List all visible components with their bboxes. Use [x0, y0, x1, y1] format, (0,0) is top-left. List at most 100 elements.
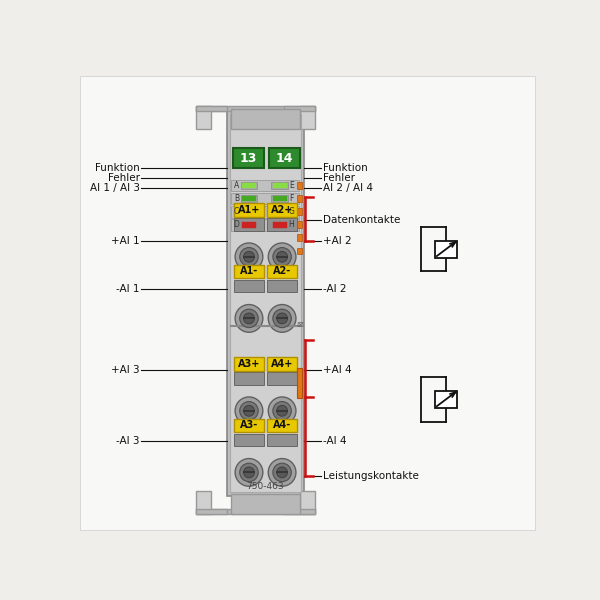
Bar — [284, 509, 315, 514]
Circle shape — [268, 243, 296, 271]
Text: 13: 13 — [239, 152, 257, 165]
Bar — [268, 419, 297, 433]
Bar — [235, 419, 263, 433]
Text: A2-: A2- — [273, 266, 291, 277]
Text: Datenkontakte: Datenkontakte — [323, 215, 400, 226]
Text: Fehler: Fehler — [107, 173, 140, 183]
Circle shape — [244, 467, 254, 478]
Bar — [235, 434, 263, 446]
Bar — [242, 196, 256, 202]
Bar — [271, 195, 288, 202]
Circle shape — [240, 248, 258, 266]
Text: -AI 3: -AI 3 — [116, 436, 140, 446]
Bar — [196, 106, 211, 129]
Bar — [235, 218, 263, 230]
Bar — [196, 106, 227, 110]
Circle shape — [244, 251, 254, 262]
Text: -AI 4: -AI 4 — [323, 436, 346, 446]
Circle shape — [235, 458, 263, 486]
Bar — [196, 491, 211, 514]
Text: ⊠: ⊠ — [296, 320, 304, 329]
Bar — [268, 357, 297, 371]
Circle shape — [235, 305, 263, 332]
Text: A4+: A4+ — [271, 359, 293, 369]
Bar — [300, 491, 315, 514]
Circle shape — [240, 401, 258, 420]
Text: AI 1 / AI 3: AI 1 / AI 3 — [89, 183, 140, 193]
Bar — [235, 280, 263, 292]
Bar — [242, 209, 256, 214]
Text: Fehler: Fehler — [323, 173, 355, 183]
Text: C: C — [234, 207, 239, 216]
Text: G: G — [289, 207, 294, 216]
Circle shape — [273, 463, 292, 482]
Bar — [271, 208, 288, 215]
Text: A3-: A3- — [240, 421, 258, 430]
Bar — [297, 208, 302, 215]
Bar — [268, 218, 297, 230]
Bar — [297, 235, 302, 241]
Text: +AI 1: +AI 1 — [111, 236, 140, 246]
Bar — [231, 180, 299, 191]
Bar — [235, 357, 263, 371]
Circle shape — [277, 406, 287, 416]
Circle shape — [240, 309, 258, 328]
Bar — [235, 265, 263, 278]
Bar — [233, 148, 263, 168]
Bar — [273, 222, 287, 227]
Bar — [230, 494, 300, 514]
Bar — [235, 372, 263, 385]
Text: A3+: A3+ — [238, 359, 260, 369]
Circle shape — [277, 467, 287, 478]
Bar — [297, 248, 302, 254]
Circle shape — [268, 458, 296, 486]
Bar — [436, 241, 457, 257]
Bar — [284, 106, 315, 110]
Circle shape — [268, 397, 296, 425]
Text: F: F — [289, 194, 293, 203]
Circle shape — [277, 251, 287, 262]
Bar — [273, 209, 287, 214]
Bar — [268, 280, 297, 292]
Circle shape — [244, 406, 254, 416]
Bar — [273, 196, 287, 202]
Text: D: D — [234, 220, 239, 229]
Circle shape — [273, 248, 292, 266]
Bar — [230, 113, 301, 493]
Text: B: B — [234, 194, 239, 203]
Text: -AI 1: -AI 1 — [116, 284, 140, 294]
Circle shape — [277, 313, 287, 324]
Bar — [268, 265, 297, 278]
Text: +AI 4: +AI 4 — [323, 365, 352, 374]
Bar — [231, 206, 299, 218]
Bar — [231, 193, 299, 205]
Text: E: E — [289, 181, 294, 190]
Text: Funktion: Funktion — [95, 163, 140, 173]
Circle shape — [235, 243, 263, 271]
Bar — [242, 183, 256, 188]
Text: -AI 2: -AI 2 — [323, 284, 346, 294]
Text: Leistungskontakte: Leistungskontakte — [323, 472, 419, 481]
Text: Funktion: Funktion — [323, 163, 368, 173]
Circle shape — [244, 313, 254, 324]
Bar — [196, 509, 227, 514]
Bar — [241, 208, 257, 215]
Text: +AI 2: +AI 2 — [323, 236, 352, 246]
Bar — [241, 221, 257, 229]
Bar — [241, 182, 257, 189]
Text: A1-: A1- — [240, 266, 258, 277]
Bar — [297, 221, 302, 229]
Text: A1+: A1+ — [238, 205, 260, 215]
Bar — [273, 183, 287, 188]
Bar — [241, 195, 257, 202]
Bar — [227, 110, 304, 496]
Text: A: A — [234, 181, 239, 190]
Bar — [230, 109, 300, 129]
Circle shape — [268, 305, 296, 332]
Bar — [297, 195, 302, 202]
Text: A4-: A4- — [273, 421, 291, 430]
Bar — [300, 106, 315, 129]
Bar — [231, 219, 299, 230]
Text: A2+: A2+ — [271, 205, 293, 215]
Bar — [297, 182, 302, 189]
